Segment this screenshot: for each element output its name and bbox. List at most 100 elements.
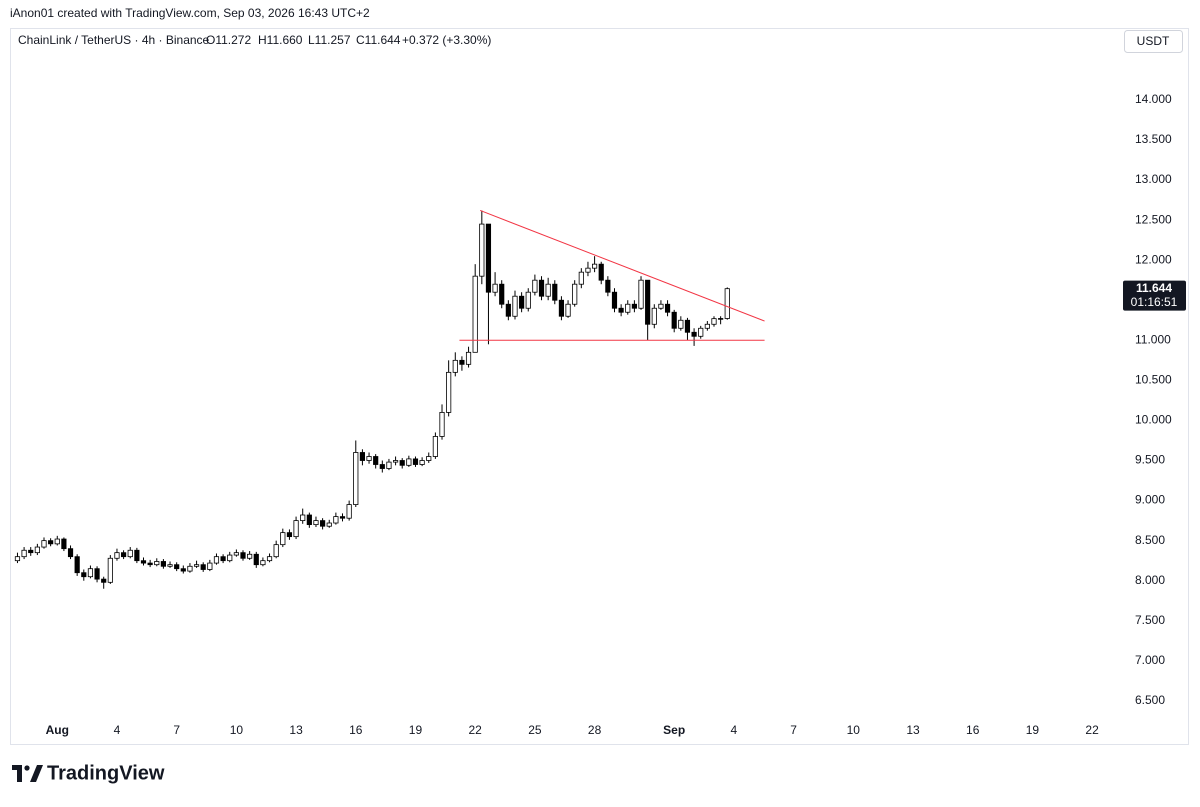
- y-tick-label: 11.000: [1135, 332, 1171, 346]
- ohlc-low: L11.257: [308, 33, 351, 47]
- candle-body: [114, 552, 120, 559]
- candle-body: [353, 452, 359, 505]
- candle-body: [286, 532, 293, 538]
- candle-body: [121, 552, 127, 558]
- candle-body: [253, 553, 259, 566]
- candle-body: [406, 458, 412, 466]
- ohlc-close: C11.644: [356, 33, 401, 47]
- candle-body: [718, 318, 724, 320]
- y-tick-label: 13.000: [1135, 172, 1172, 186]
- y-tick-label: 7.000: [1135, 653, 1165, 667]
- ohlc-high: H11.660: [258, 33, 303, 47]
- candle-body: [127, 549, 133, 558]
- candle-body: [698, 327, 704, 337]
- candle-body: [293, 520, 299, 538]
- chart-frame: [10, 28, 1189, 745]
- candle-body: [645, 279, 651, 325]
- candle-body: [558, 299, 565, 317]
- candle-body: [200, 564, 206, 570]
- last-price-label: 11.644: [1136, 281, 1172, 295]
- candle-body: [638, 279, 644, 309]
- x-tick-label: Sep: [663, 723, 685, 737]
- candle-body: [373, 456, 379, 465]
- candle-body: [505, 303, 511, 317]
- candle-body: [625, 303, 631, 313]
- candle-body: [691, 331, 697, 337]
- candle-body: [618, 307, 624, 313]
- candle-body: [240, 552, 246, 559]
- candle-body: [28, 549, 34, 554]
- candle-body: [154, 561, 160, 566]
- candle-body: [260, 560, 266, 566]
- x-tick-label: 10: [847, 723, 861, 737]
- candle-body: [359, 452, 366, 461]
- candle-body: [107, 557, 113, 583]
- candle-body: [41, 540, 47, 548]
- candle-body: [366, 456, 372, 461]
- x-tick-label: 19: [1026, 723, 1040, 737]
- x-tick-label: 16: [966, 723, 980, 737]
- candle-body: [313, 520, 319, 526]
- candle-body: [459, 359, 465, 365]
- x-tick-label: 13: [906, 723, 920, 737]
- candle-body: [724, 288, 730, 319]
- candle-body: [54, 538, 60, 545]
- candle-body: [446, 371, 452, 413]
- candle-body: [306, 514, 312, 526]
- candle-body: [94, 568, 100, 580]
- trend-line: [479, 210, 765, 322]
- x-tick-label: 13: [289, 723, 303, 737]
- candle-body: [598, 263, 604, 281]
- candle-body: [333, 516, 339, 524]
- x-tick-label: 7: [790, 723, 797, 737]
- candle-body: [664, 303, 671, 313]
- candle-body: [213, 556, 220, 564]
- candle-body: [180, 568, 186, 572]
- y-tick-label: 6.500: [1135, 693, 1165, 707]
- candle-body: [160, 561, 166, 567]
- currency[interactable]: USDT: [1137, 34, 1170, 48]
- candle-body: [499, 283, 505, 305]
- candle-body: [101, 578, 107, 583]
- y-tick-label: 9.500: [1135, 453, 1165, 467]
- candle-body: [14, 556, 21, 562]
- candle-body: [392, 460, 399, 463]
- y-tick-label: 13.500: [1135, 132, 1172, 146]
- candle-body: [412, 458, 419, 465]
- candle-body: [379, 464, 385, 469]
- candle-body: [631, 303, 637, 309]
- candle-body: [426, 456, 432, 461]
- candle-body: [519, 295, 525, 309]
- candle-body: [220, 556, 226, 562]
- candle-body: [565, 303, 571, 317]
- candle-body: [174, 564, 180, 570]
- candle-body: [74, 556, 80, 574]
- candle-body: [684, 319, 691, 333]
- candle-body: [552, 283, 558, 301]
- y-tick-label: 10.000: [1135, 413, 1172, 427]
- candle-body: [61, 538, 67, 550]
- candle-body: [34, 546, 40, 554]
- candle-body: [346, 504, 352, 519]
- candle-body: [326, 522, 332, 527]
- candle-body: [300, 514, 306, 522]
- x-tick-label: 10: [230, 723, 244, 737]
- currency-box[interactable]: [1124, 30, 1183, 53]
- candles: [14, 210, 730, 589]
- candle-body: [525, 291, 531, 309]
- countdown: 01:16:51: [1131, 295, 1178, 309]
- candle-body: [320, 520, 326, 527]
- x-tick-label: 22: [469, 723, 483, 737]
- x-tick-label: 19: [409, 723, 423, 737]
- x-tick-label: 4: [114, 723, 121, 737]
- last-price-box: [1123, 280, 1186, 311]
- y-tick-label: 9.000: [1135, 493, 1165, 507]
- candle-body: [452, 359, 458, 373]
- candle-body: [605, 279, 611, 293]
- candle-body: [207, 562, 213, 570]
- candle-body: [67, 548, 74, 558]
- candle-body: [140, 560, 147, 564]
- candle-body: [479, 223, 485, 277]
- candle-body: [147, 562, 153, 566]
